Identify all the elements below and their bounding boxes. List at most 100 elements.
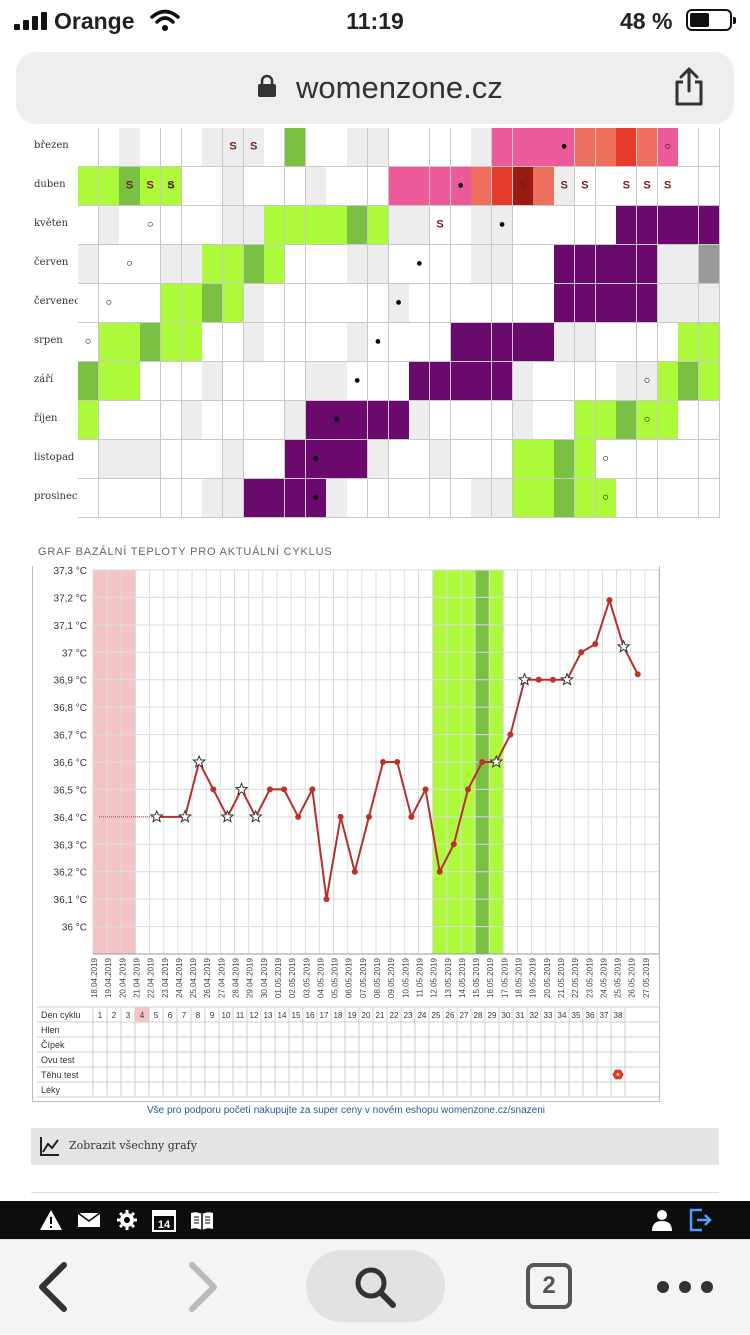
calendar-day-cell[interactable] — [492, 245, 514, 284]
calendar-day-cell[interactable] — [471, 323, 493, 362]
calendar-day-cell[interactable]: S — [554, 167, 576, 206]
calendar-day-cell[interactable] — [678, 206, 700, 245]
calendar-day-cell[interactable] — [636, 245, 659, 284]
calendar-day-cell[interactable] — [471, 362, 493, 401]
calendar-day-cell[interactable] — [305, 323, 327, 362]
calendar-day-cell[interactable] — [574, 440, 596, 479]
calendar-day-cell[interactable] — [222, 401, 245, 440]
calendar-day-cell[interactable]: S — [616, 167, 638, 206]
calendar-day-cell[interactable] — [429, 323, 452, 362]
calendar-day-cell[interactable] — [512, 440, 534, 479]
calendar-day-cell[interactable] — [181, 362, 203, 401]
calendar-day-cell[interactable] — [636, 128, 659, 167]
calendar-day-cell[interactable] — [657, 245, 679, 284]
calendar-day-cell[interactable] — [699, 479, 721, 518]
calendar-day-cell[interactable] — [595, 206, 617, 245]
calendar-day-cell[interactable] — [119, 284, 141, 323]
calendar-day-cell[interactable] — [222, 362, 245, 401]
calendar-day-cell[interactable] — [264, 362, 286, 401]
calendar-day-cell[interactable] — [554, 401, 576, 440]
calendar-day-cell[interactable] — [636, 323, 659, 362]
calendar-day-cell[interactable] — [160, 323, 182, 362]
calendar-day-cell[interactable] — [140, 245, 162, 284]
calendar-day-cell[interactable] — [305, 206, 327, 245]
calendar-day-cell[interactable] — [471, 479, 493, 518]
calendar-day-cell[interactable] — [533, 323, 555, 362]
calendar-day-cell[interactable] — [98, 362, 120, 401]
calendar-day-cell[interactable]: S — [574, 167, 596, 206]
calendar-day-cell[interactable] — [636, 206, 659, 245]
calendar-day-cell[interactable] — [492, 401, 514, 440]
calendar-day-cell[interactable] — [326, 128, 348, 167]
calendar-day-cell[interactable] — [367, 362, 389, 401]
calendar-day-cell[interactable] — [326, 440, 348, 479]
calendar-day-cell[interactable] — [533, 245, 555, 284]
calendar-day-cell[interactable] — [409, 362, 431, 401]
calendar-day-cell[interactable] — [699, 128, 721, 167]
calendar-day-cell[interactable] — [616, 284, 638, 323]
calendar-day-cell[interactable] — [616, 440, 638, 479]
calendar-day-cell[interactable] — [388, 479, 410, 518]
calendar-day-cell[interactable] — [119, 479, 141, 518]
calendar-day-cell[interactable] — [264, 401, 286, 440]
calendar-day-cell[interactable] — [326, 245, 348, 284]
calendar-day-cell[interactable] — [492, 128, 514, 167]
calendar-day-cell[interactable]: S — [119, 167, 141, 206]
calendar-day-cell[interactable] — [409, 167, 431, 206]
calendar-day-cell[interactable] — [326, 362, 348, 401]
calendar-day-cell[interactable] — [119, 440, 141, 479]
calendar-day-cell[interactable] — [657, 401, 679, 440]
calendar-day-cell[interactable] — [243, 479, 265, 518]
share-icon[interactable] — [672, 67, 706, 107]
calendar-day-cell[interactable] — [326, 206, 348, 245]
calendar-day-cell[interactable] — [347, 479, 369, 518]
calendar-day-cell[interactable] — [554, 440, 576, 479]
calendar-day-cell[interactable]: S — [222, 128, 245, 167]
calendar-day-cell[interactable] — [699, 245, 721, 284]
calendar-day-cell[interactable]: ● — [388, 284, 410, 323]
calendar-day-cell[interactable] — [574, 479, 596, 518]
calendar-day-cell[interactable] — [574, 128, 596, 167]
calendar-day-cell[interactable] — [98, 206, 120, 245]
calendar-day-cell[interactable] — [181, 401, 203, 440]
calendar-day-cell[interactable] — [595, 323, 617, 362]
calendar-day-cell[interactable] — [181, 245, 203, 284]
calendar-day-cell[interactable] — [243, 362, 265, 401]
calendar-day-cell[interactable] — [98, 245, 120, 284]
mail-icon[interactable] — [76, 1207, 102, 1233]
calendar-day-cell[interactable] — [512, 284, 534, 323]
calendar-day-cell[interactable] — [616, 245, 638, 284]
calendar-day-cell[interactable] — [471, 167, 493, 206]
calendar-day-cell[interactable] — [429, 401, 452, 440]
calendar-day-cell[interactable] — [243, 167, 265, 206]
calendar-icon[interactable]: 14 — [151, 1207, 177, 1233]
calendar-day-cell[interactable] — [699, 401, 721, 440]
calendar-day-cell[interactable] — [512, 245, 534, 284]
calendar-day-cell[interactable] — [595, 401, 617, 440]
calendar-day-cell[interactable] — [264, 206, 286, 245]
calendar-day-cell[interactable] — [98, 167, 120, 206]
calendar-day-cell[interactable] — [636, 284, 659, 323]
calendar-day-cell[interactable] — [78, 245, 100, 284]
calendar-day-cell[interactable] — [574, 362, 596, 401]
calendar-day-cell[interactable]: S — [429, 206, 452, 245]
calendar-day-cell[interactable] — [305, 245, 327, 284]
search-button[interactable] — [306, 1250, 445, 1322]
calendar-day-cell[interactable] — [367, 401, 389, 440]
calendar-day-cell[interactable]: ● — [347, 362, 369, 401]
calendar-day-cell[interactable] — [512, 401, 534, 440]
calendar-day-cell[interactable] — [98, 128, 120, 167]
calendar-day-cell[interactable] — [512, 128, 534, 167]
calendar-day-cell[interactable]: ● — [409, 245, 431, 284]
calendar-day-cell[interactable] — [160, 401, 182, 440]
calendar-day-cell[interactable] — [409, 323, 431, 362]
calendar-day-cell[interactable] — [367, 245, 389, 284]
back-button[interactable] — [30, 1240, 76, 1335]
warning-icon[interactable] — [38, 1207, 64, 1233]
calendar-day-cell[interactable] — [305, 401, 327, 440]
calendar-day-cell[interactable] — [409, 440, 431, 479]
calendar-day-cell[interactable] — [222, 440, 245, 479]
calendar-day-cell[interactable] — [160, 362, 182, 401]
calendar-day-cell[interactable] — [367, 128, 389, 167]
calendar-day-cell[interactable] — [429, 167, 452, 206]
